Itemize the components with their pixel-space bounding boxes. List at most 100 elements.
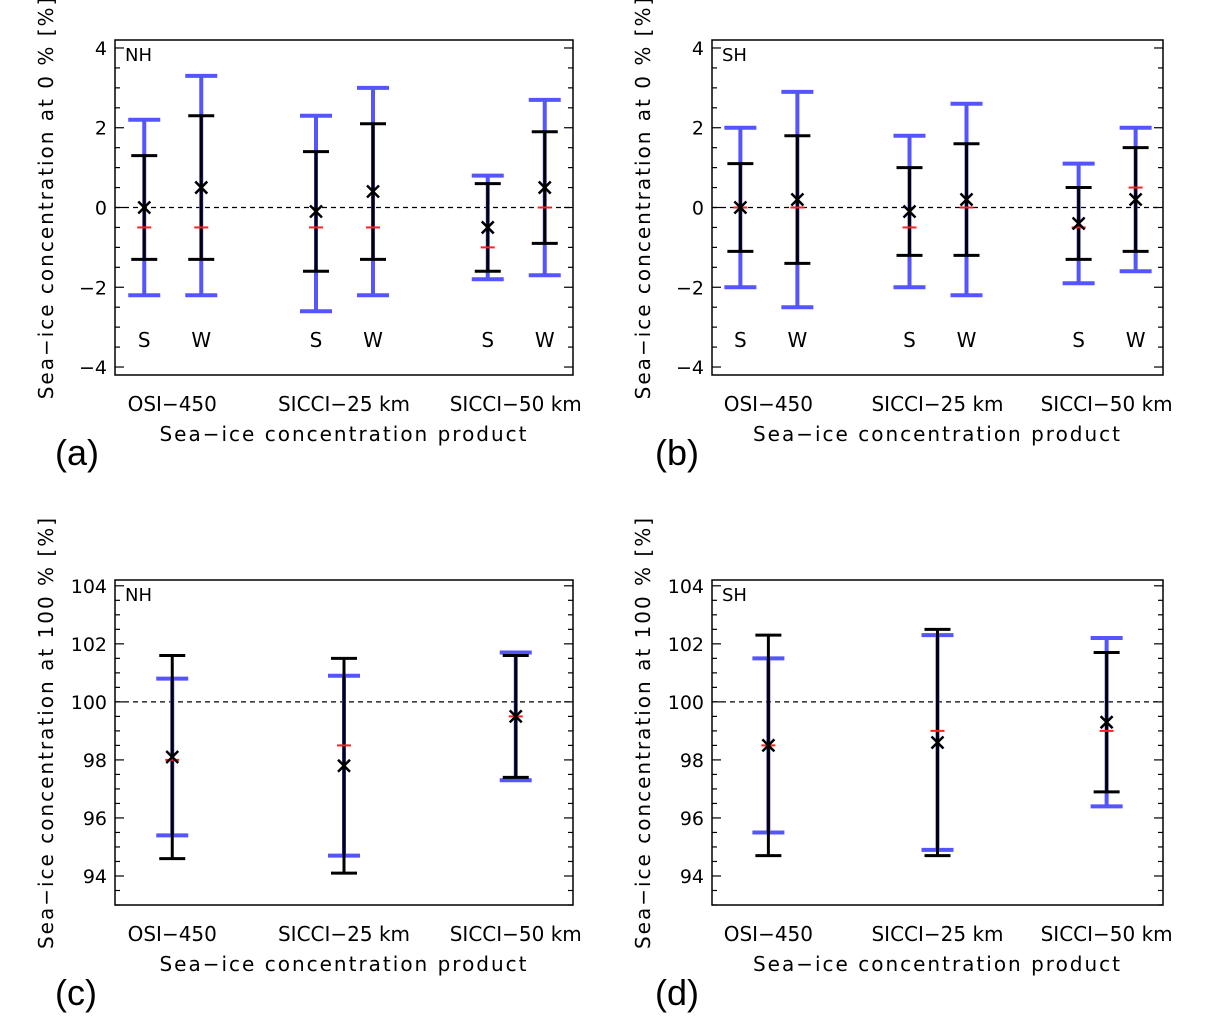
mean-cross-marker [790,192,805,207]
x-category-label: SICCI−25 km [278,922,410,946]
y-tick-label: 96 [680,808,704,830]
x-axis-title: Sea−ice concentration product [159,422,528,446]
error-bar-group [185,73,218,298]
mean-cross-marker [1128,192,1143,207]
y-tick-label: 98 [83,750,107,772]
x-axis-title: Sea−ice concentration product [753,952,1122,976]
season-label: S [138,328,151,352]
mean-cross-marker [508,709,523,724]
panel-a: −4 −2 0 2 4 NH OSI−450 SICCI−25 km SICCI−50 km Se… [34,0,582,473]
y-tick-label: 4 [95,38,107,60]
panel-label: (a) [55,432,99,473]
panel-d: 94 96 98 100 102 104 SH OSI−450 SICCI−25 km SICCI… [631,516,1173,1013]
y-tick-label: 96 [83,808,107,830]
error-bar-group [1119,125,1152,274]
panel-b: −4 −2 0 2 4 SH OSI−450 SICCI−25 km SICCI−50 km Se… [631,0,1173,473]
y-axis-title: Sea−ice concentration at 100 % [%] [631,516,655,949]
y-tick-label: 2 [95,118,107,140]
season-label: S [903,328,916,352]
season-label: S [481,328,494,352]
y-tick-label: −2 [79,277,107,299]
y-tick-label: 94 [680,866,704,888]
y-tick-label: 94 [83,866,107,888]
region-label: SH [722,45,747,66]
y-tick-label: −4 [79,357,107,379]
mean-cross-marker [761,738,776,753]
season-label: W [957,328,977,352]
plot-frame [711,579,1164,906]
y-tick-label: 100 [71,692,107,714]
error-bar-group [1090,636,1123,809]
season-label: W [787,328,807,352]
mean-cross-marker [480,220,495,235]
mean-cross-marker [366,184,380,199]
x-category-label: SICCI−50 km [1041,392,1173,416]
mean-cross-marker [959,192,974,207]
error-bar-group [893,133,926,290]
error-bar-group [471,173,504,282]
mean-cross-marker [930,735,945,750]
x-category-label: SICCI−25 km [278,392,410,416]
mean-cross-marker [537,180,552,195]
plot-frame [114,579,574,906]
y-axis-title: Sea−ice concentration at 100 % [%] [34,516,58,949]
error-bar-group [781,89,814,310]
mean-cross-marker [902,204,917,219]
y-axis-title: Sea−ice concentration at 0 % [%] [34,0,58,399]
error-bar-group [328,656,360,875]
season-label: S [734,328,747,352]
y-tick-label: −4 [676,357,704,379]
error-bar-group [724,125,757,290]
region-label: SH [722,585,747,606]
y-tick-label: 104 [71,576,107,598]
y-tick-label: 104 [668,576,704,598]
y-tick-label: 0 [692,198,704,220]
y-tick-label: 0 [95,198,107,220]
mean-cross-marker [194,180,209,195]
y-tick-label: 98 [680,750,704,772]
region-label: NH [125,45,152,66]
x-category-label: OSI−450 [128,392,217,416]
season-label: W [363,328,383,352]
error-bar-group [128,117,161,298]
error-bar-group [921,627,954,858]
error-bar-group [950,101,983,298]
error-bar-group [499,650,532,783]
y-tick-label: 102 [71,634,107,656]
y-tick-label: 102 [668,634,704,656]
mean-cross-marker [309,204,323,219]
y-axis-title: Sea−ice concentration at 0 % [%] [631,0,655,399]
x-axis-title: Sea−ice concentration product [753,422,1122,446]
x-category-label: OSI−450 [724,392,813,416]
season-label: S [1072,328,1085,352]
x-category-label: SICCI−25 km [871,922,1003,946]
x-category-label: SICCI−25 km [871,392,1003,416]
mean-cross-marker [337,758,351,773]
y-tick-label: −2 [676,277,704,299]
x-category-label: SICCI−50 km [1041,922,1173,946]
mean-cross-marker [1071,216,1086,231]
mean-cross-marker [165,750,180,764]
panel-label: (d) [655,972,699,1013]
error-bar-group [156,653,189,861]
error-bar-group [1062,161,1095,286]
panel-c: 94 96 98 100 102 104 NH OSI−450 SICCI−25 km SICCI… [34,516,582,1013]
season-label: W [1126,328,1146,352]
y-tick-label: 100 [668,692,704,714]
panel-label: (c) [55,972,97,1013]
mean-cross-marker [1099,715,1114,730]
error-bar-group [752,633,785,858]
y-tick-label: 4 [692,38,704,60]
error-bar-group [300,113,332,314]
x-category-label: SICCI−50 km [450,392,582,416]
error-bar-group [357,85,389,298]
y-tick-label: 2 [692,118,704,140]
error-bar-group [528,97,561,278]
season-label: W [535,328,555,352]
panel-label: (b) [655,432,699,473]
season-label: W [191,328,211,352]
x-category-label: SICCI−50 km [450,922,582,946]
season-label: S [310,328,323,352]
mean-cross-marker [733,200,748,215]
